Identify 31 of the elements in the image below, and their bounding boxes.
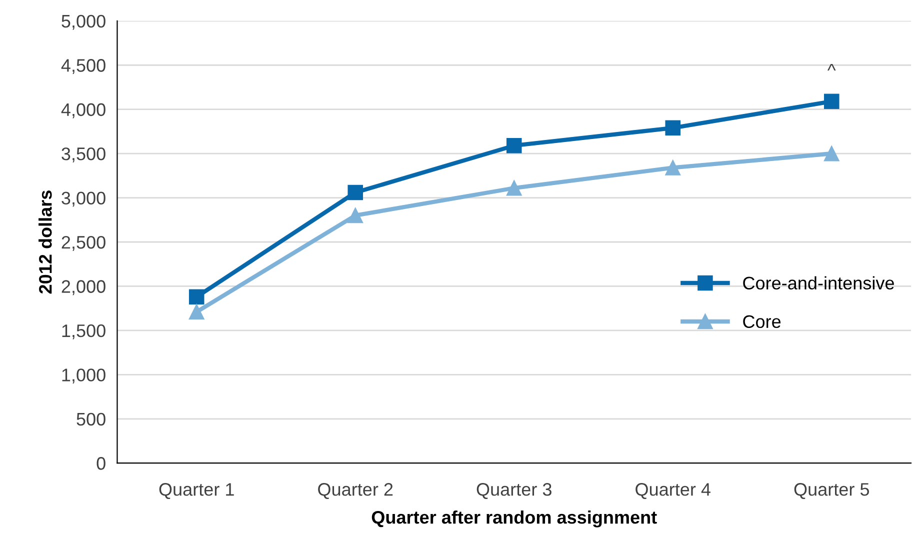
y-tick-label: 4,500: [61, 59, 106, 74]
point: [188, 304, 204, 320]
y-tick-label: 1,000: [62, 368, 106, 384]
point: [665, 120, 681, 136]
y-tick-label: 3,500: [62, 148, 106, 162]
y-tick-label: 0: [96, 457, 106, 470]
x-tick-label: Quarter 2: [318, 483, 393, 500]
x-tick-label: Quarter 5: [794, 483, 870, 500]
point: [348, 208, 363, 224]
point: [506, 138, 522, 154]
x-tick-label: Quarter 1: [159, 483, 234, 500]
y-tick-label: 1,500: [62, 324, 106, 340]
y-tick-label: 3,000: [62, 192, 106, 207]
y-axis-title: 2012 dollars: [38, 190, 52, 294]
point: [665, 160, 681, 176]
point: [824, 94, 840, 110]
point: [348, 184, 363, 200]
point: [188, 289, 204, 304]
legend-label: Core-and-intensive: [743, 276, 894, 290]
legend-label: Core: [743, 315, 781, 328]
y-tick-label: 5,000: [62, 14, 106, 30]
x-tick-label: Quarter 3: [476, 483, 552, 500]
point: [506, 180, 522, 196]
x-axis-title: Quarter after random assignment: [372, 510, 657, 528]
y-tick-label: 500: [76, 412, 106, 426]
annotation: ^: [827, 64, 836, 70]
x-tick-label: Quarter 4: [636, 483, 710, 500]
y-tick-label: 2,000: [62, 280, 106, 296]
y-tick-label: 4,000: [61, 103, 106, 118]
point: [824, 146, 840, 162]
y-tick-label: 2,500: [62, 236, 106, 251]
